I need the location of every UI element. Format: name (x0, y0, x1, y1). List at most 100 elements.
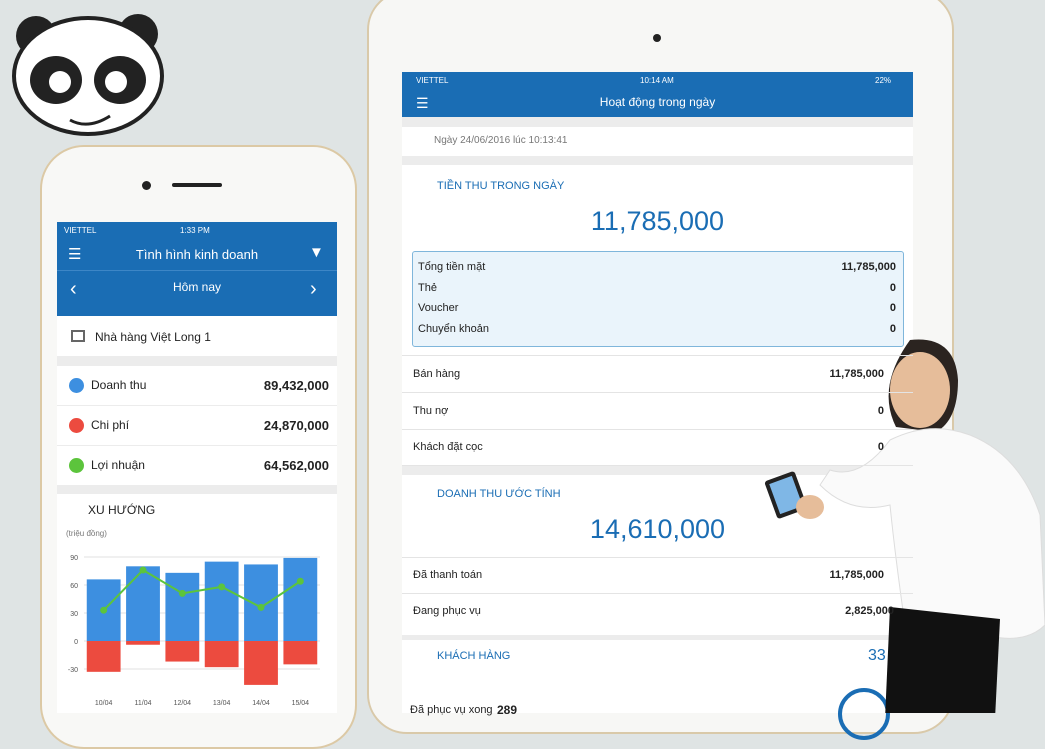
section-title: TIỀN THU TRONG NGÀY (437, 180, 565, 192)
divider (57, 270, 337, 271)
dot (69, 378, 84, 393)
bar (165, 572, 200, 642)
x-tick-label: 12/04 (174, 700, 192, 707)
x-tick-label: 15/04 (292, 700, 310, 707)
bar (283, 557, 318, 642)
tablet-title: Hoạt động trong ngày (599, 95, 716, 109)
row-value: 24,870,000 (263, 418, 329, 433)
line-point (100, 606, 108, 614)
period: Hôm nay (172, 280, 222, 294)
divider (402, 428, 913, 430)
row-value: 89,432,000 (263, 378, 329, 393)
bar (204, 561, 239, 642)
page: {"phone":{"carrier":"VIETTEL","time":"1:… (12, 0, 1045, 749)
camera (142, 181, 151, 190)
line-point (178, 589, 186, 597)
tablet-header (402, 72, 913, 117)
customers-total: 33 (868, 647, 886, 664)
row-label: Khách đặt cọc (413, 441, 483, 453)
x-tick-label: 13/04 (213, 700, 231, 707)
x-tick-label: 10/04 (95, 700, 113, 707)
row-label: Tổng tiền mặt (418, 261, 486, 273)
bar (126, 641, 160, 645)
bar (126, 566, 160, 642)
bar (86, 641, 121, 672)
income-total: 11,785,000 (590, 206, 725, 236)
dot (69, 418, 84, 433)
store: Nhà hàng Việt Long 1 (95, 330, 211, 344)
revenue-card (402, 475, 913, 635)
row (57, 406, 337, 445)
customer-card (402, 640, 913, 713)
x-tick-label: 14/04 (252, 700, 270, 707)
line (102, 568, 301, 611)
y-tick-label: -30 (68, 667, 78, 674)
bar (165, 641, 200, 662)
menu-icon[interactable]: ☰ (68, 246, 82, 263)
carrier: VIETTEL (416, 76, 449, 85)
divider (402, 593, 913, 594)
row (57, 366, 337, 405)
y-tick-label: 90 (70, 555, 78, 562)
row-label: Doanh thu (91, 378, 147, 392)
income-box (412, 251, 904, 347)
row-label: Đang phục vụ (413, 605, 481, 617)
row-value: 0 (889, 302, 896, 314)
date-row (402, 127, 913, 156)
revenue-total: 14,610,000 (589, 514, 726, 544)
row (57, 446, 337, 485)
served-label: Đã phục vụ xong (410, 704, 493, 716)
chart: 90 60 30 0 -30 10/04 11/04 12/04 13/04 14/04 15/04 (68, 555, 320, 707)
row-label: Voucher (418, 302, 459, 314)
row-value: 0 (889, 281, 896, 294)
row-value: 2,825,000 (845, 605, 894, 617)
section-title: DOANH THU ƯỚC TÍNH (437, 488, 561, 500)
next-button[interactable]: › (310, 278, 317, 300)
line-point (218, 583, 226, 591)
x-tick-label: 11/04 (135, 700, 152, 707)
line-point (296, 577, 304, 585)
chart-title: XU HƯỚNG (88, 503, 156, 517)
store-row (57, 316, 337, 356)
person (764, 339, 1045, 713)
row-label: Chi phí (91, 418, 130, 432)
row-value: 0 (877, 441, 884, 453)
row-label: Thu nợ (413, 404, 449, 417)
divider (402, 557, 913, 558)
divider (402, 465, 913, 466)
section-title: KHÁCH HÀNG (437, 650, 511, 662)
prev-button[interactable]: ‹ (70, 278, 77, 300)
divider (402, 355, 913, 356)
time: 10:14 AM (640, 76, 674, 85)
served-value: 289 (497, 703, 518, 717)
bar (283, 641, 318, 665)
logo (12, 14, 164, 136)
row-value: 0 (889, 322, 896, 335)
row-value: 11,785,000 (829, 368, 884, 380)
y-tick-label: 60 (70, 583, 78, 590)
bar (244, 564, 278, 642)
filter-icon[interactable]: ▼ (309, 244, 324, 261)
date: Ngày 24/06/2016 lúc 10:13:41 (434, 135, 568, 146)
phone-title: Tình hình kinh doanh (135, 247, 259, 262)
battery: 22% (875, 76, 892, 85)
divider (402, 392, 913, 393)
row-value: 11,785,000 (829, 569, 884, 581)
y-axis-label: (triệu đồng) (66, 529, 107, 538)
menu-icon[interactable]: ☰ (416, 95, 429, 111)
row-value: 0 (877, 404, 884, 417)
time: 1:33 PM (180, 226, 210, 235)
y-tick-label: 30 (70, 611, 78, 618)
y-tick-label: 0 (74, 639, 78, 646)
row-label: Thẻ (418, 281, 437, 294)
row-label: Bán hàng (413, 368, 461, 380)
bar (244, 641, 278, 685)
row-label: Đã thanh toán (413, 569, 483, 581)
camera (653, 34, 661, 42)
phone-header (57, 222, 337, 316)
bar (204, 641, 239, 668)
row-label: Chuyển khoản (418, 322, 489, 335)
speaker (172, 183, 222, 187)
row-value: 64,562,000 (263, 458, 329, 473)
row-value: 11,785,000 (841, 261, 896, 273)
